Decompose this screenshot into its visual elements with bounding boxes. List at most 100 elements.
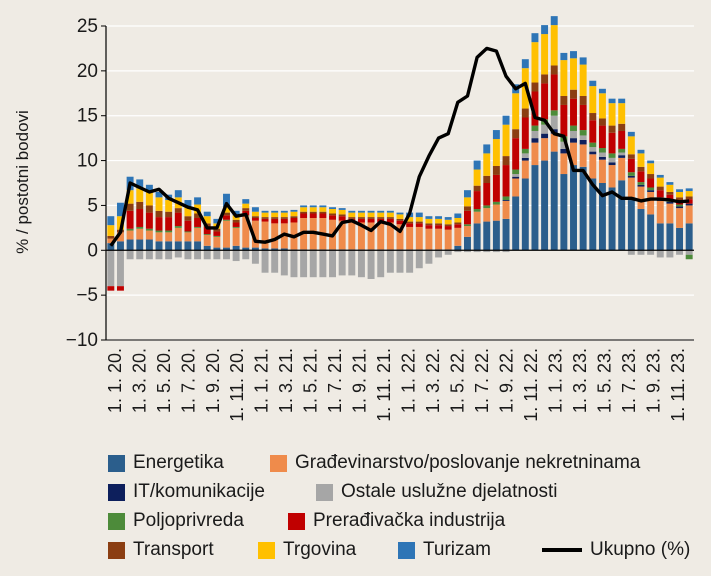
x-tick-label: 1. 9. 21. <box>350 348 370 413</box>
bar-segment-transport <box>357 217 365 219</box>
bar-segment-trgovina <box>126 190 134 204</box>
bar-segment-transport <box>425 223 433 226</box>
axes <box>101 25 694 341</box>
bar-segment-preradivacka <box>319 213 327 218</box>
legend-item-poljoprivreda: Poljoprivreda <box>108 510 244 532</box>
bar-segment-transport <box>386 217 394 219</box>
bar-segment-transport <box>184 216 192 221</box>
bar-segment-ostale <box>271 250 279 273</box>
legend-item-it: IT/komunikacije <box>108 481 265 503</box>
bar-segment-gradevinarstvo <box>647 191 655 215</box>
legend-line-swatch <box>542 548 582 552</box>
bar-segment-transport <box>435 223 443 226</box>
bar-segment-trgovina <box>309 207 317 212</box>
bar-segment-preradivacka <box>512 138 520 170</box>
bar-segment-energetika <box>174 241 182 251</box>
legend-item-preradivacka: Prerađivačka industrija <box>288 510 505 532</box>
legend-item-transport: Transport <box>108 539 214 561</box>
bar-segment-ostale <box>589 147 597 152</box>
bar-segment-trgovina <box>685 191 693 197</box>
bar-segment-poljoprivreda <box>647 187 655 191</box>
bar-segment-energetika <box>570 165 577 251</box>
legend-swatch <box>108 541 125 559</box>
bar-segment-preradivacka <box>126 210 134 229</box>
x-tick-label: 1. 9. 20. <box>203 348 223 413</box>
bar-segment-poljoprivreda <box>570 125 577 131</box>
x-tick-label: 1. 11. 23. <box>668 348 688 422</box>
bar-segment-gradevinarstvo <box>174 227 182 242</box>
bar-segment-transport <box>415 221 423 224</box>
bar-segment-trgovina <box>637 153 645 167</box>
bar-segment-gradevinarstvo <box>155 232 163 242</box>
bar-segment-ostale <box>174 250 182 258</box>
bar-segment-preradivacka <box>251 217 259 221</box>
bar-segment-trgovina <box>377 212 385 218</box>
bar-segment-energetika <box>107 243 115 251</box>
bar-segment-trgovina <box>406 217 414 222</box>
bar-segment-turizam <box>464 190 471 198</box>
bar-segment-ostale <box>145 250 153 260</box>
bar-segment-turizam <box>338 208 346 210</box>
bar-segment-gradevinarstvo <box>203 235 211 246</box>
bar-segment-ostale <box>165 250 173 260</box>
bar-segment-turizam <box>136 179 144 189</box>
x-tick-label: 1. 1. 21. <box>252 348 272 413</box>
bar-segment-ostale <box>598 152 606 157</box>
bar-segment-gradevinarstvo <box>685 205 693 224</box>
bar-segment-turizam <box>647 160 655 164</box>
bar-segment-preradivacka <box>560 104 568 137</box>
bar-segment-gradevinarstvo <box>338 220 346 250</box>
bar-segment-trgovina <box>608 103 616 126</box>
bar-segment-preradivacka <box>666 194 674 201</box>
bar-segment-trgovina <box>184 207 192 217</box>
x-tick-label: 1. 3. 22. <box>423 348 443 413</box>
bar-segment-preradivacka <box>464 210 471 225</box>
bar-segment-poljoprivreda <box>608 153 616 158</box>
y-tick-label: 10 <box>77 151 98 172</box>
bar-segment-turizam <box>155 191 163 198</box>
bar-segment-energetika <box>627 200 635 251</box>
bar-segment-turizam <box>203 211 211 217</box>
bar-segment-energetika <box>676 227 684 251</box>
bar-segment-ostale <box>348 250 356 276</box>
bar-segment-trgovina <box>473 169 481 186</box>
bar-segment-gradevinarstvo <box>570 142 577 166</box>
bar-segment-turizam <box>676 189 684 192</box>
bar-segment-ostale <box>251 250 259 264</box>
bar-segment-preradivacka <box>232 222 240 227</box>
x-tick-label: 1. 9. 23. <box>644 348 664 413</box>
bar-segment-trgovina <box>483 153 491 176</box>
bar-segment-ostale <box>608 157 616 163</box>
bar-segment-turizam <box>184 200 192 208</box>
bar-segment-ostale <box>280 250 288 276</box>
bar-segment-gradevinarstvo <box>531 142 539 166</box>
bar-segment-trgovina <box>676 191 684 198</box>
bar-segment-preradivacka <box>502 165 510 197</box>
bar-segment-transport <box>464 206 471 211</box>
bar-segment-gradevinarstvo <box>560 153 568 175</box>
legend-label: Prerađivačka industrija <box>313 510 506 531</box>
bar-segment-energetika <box>271 248 279 251</box>
bar-segment-ostale <box>223 250 230 260</box>
bar-segment-turizam <box>396 212 404 215</box>
bar-segment-transport <box>280 217 288 219</box>
bar-segment-it <box>512 176 520 179</box>
bar-segment-ostale <box>377 250 385 278</box>
bar-segment-preradivacka <box>155 217 163 231</box>
bar-segment-gradevinarstvo <box>627 177 635 201</box>
bar-segment-ostale <box>261 250 269 273</box>
bar-segment-gradevinarstvo <box>396 224 404 250</box>
bar-segment-it <box>627 175 635 178</box>
bar-segment-turizam <box>560 52 568 61</box>
bar-segment-ostale <box>531 130 539 139</box>
legend-swatch <box>316 483 333 501</box>
bar-segment-turizam <box>618 98 626 104</box>
bar-segment-poljoprivreda <box>627 172 635 176</box>
bar-segment-transport <box>300 211 308 214</box>
bar-segment-trgovina <box>464 197 471 207</box>
bar-segment-turizam <box>223 193 230 208</box>
y-tick-label: 20 <box>77 61 98 82</box>
bar-segment-energetika <box>502 218 510 251</box>
bar-segment-ostale <box>637 250 645 255</box>
bar-segment-ostale <box>444 250 452 255</box>
